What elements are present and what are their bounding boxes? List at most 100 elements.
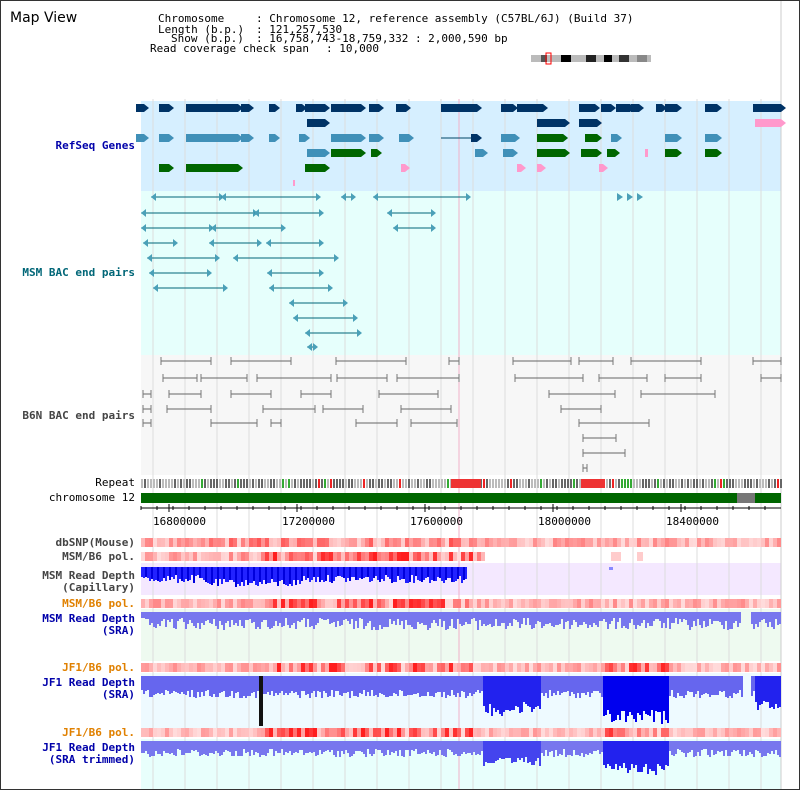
jf1-b6-pol-2-cell	[617, 728, 621, 737]
refseq-gene	[441, 104, 477, 112]
msm-capillary-depth	[433, 567, 435, 581]
jf1-trimmed-depth	[643, 741, 645, 767]
jf1-b6-pol-1-cell	[657, 663, 661, 672]
repeat-feature	[717, 479, 719, 488]
jf1-sra-depth	[359, 676, 361, 693]
jf1-sra-depth	[529, 676, 531, 707]
dbsnp-density	[469, 538, 473, 547]
refseq-track-bg	[141, 101, 781, 191]
msm-b6-pol-2-cell	[721, 599, 725, 608]
refseq-gene-arrow	[275, 134, 280, 142]
refseq-gene-arrow	[717, 134, 722, 142]
msm-sra-depth	[373, 612, 375, 627]
msm-b6-pol-2-cell	[653, 599, 657, 608]
repeat-feature	[345, 479, 347, 488]
msm-sra-depth	[725, 612, 727, 621]
jf1-sra-depth	[199, 676, 201, 697]
msm-sra-depth	[645, 612, 647, 628]
msm-sra-depth	[167, 612, 169, 620]
jf1-trimmed-depth	[539, 741, 541, 766]
jf1-sra-depth	[411, 676, 413, 695]
dbsnp-density	[733, 538, 737, 547]
repeat-feature	[687, 479, 689, 488]
jf1-b6-pol-1-cell	[609, 663, 613, 672]
msm-b6-pol-2-cell	[625, 599, 629, 608]
refseq-gene-arrow	[169, 164, 174, 172]
msm-sra-depth	[731, 612, 733, 629]
dbsnp-density	[217, 538, 221, 547]
msm-capillary-depth	[219, 567, 221, 579]
msm-capillary-depth	[341, 567, 343, 577]
jf1-sra-depth	[277, 676, 279, 695]
jf1-trimmed-depth	[201, 741, 203, 755]
jf1-sra-depth	[405, 676, 407, 696]
jf1-sra-depth	[227, 676, 229, 697]
dbsnp-density	[489, 538, 493, 547]
msm-sra-depth	[451, 612, 453, 619]
msm-b6-pol-2-cell	[209, 599, 213, 608]
jf1-sra-depth	[455, 676, 457, 697]
msm-b6-pol-1-cell	[237, 552, 241, 561]
msm-b6-pol-2-cell	[465, 599, 469, 608]
msm-capillary-depth	[383, 567, 385, 581]
jf1-b6-pol-2-cell	[353, 728, 357, 737]
msm-capillary-depth	[177, 567, 179, 583]
msm-b6-pol-1-cell	[241, 552, 245, 561]
msm-sra-depth	[721, 612, 723, 625]
jf1-sra-depth	[367, 676, 369, 692]
jf1-b6-pol-1-cell	[725, 663, 729, 672]
msm-sra-depth	[705, 612, 707, 627]
msm-sra-depth	[155, 612, 157, 628]
dbsnp-density	[473, 538, 477, 547]
jf1-sra-depth	[391, 676, 393, 696]
jf1-sra-depth	[481, 676, 483, 691]
msm-capillary-depth	[437, 567, 439, 577]
jf1-sra-depth	[587, 676, 589, 692]
jf1-b6-pol-2-cell	[349, 728, 353, 737]
msm-sra-depth	[619, 612, 621, 618]
msm-sra-depth	[617, 612, 619, 622]
msm-b6-pol-1-cell	[405, 552, 409, 561]
jf1-trimmed-depth	[287, 741, 289, 753]
dbsnp-density	[481, 538, 485, 547]
jf1-trimmed-depth	[365, 741, 367, 757]
jf1-b6-pol-1-cell	[265, 663, 269, 672]
jf1-b6-pol-2-cell	[257, 728, 261, 737]
msm-sra-depth	[723, 612, 725, 629]
msm-b6-pol-2-cell	[485, 599, 489, 608]
jf1-sra-depth	[439, 676, 441, 692]
msm-b6-pol-1-cell	[369, 552, 373, 561]
jf1-sra-depth	[573, 676, 575, 694]
jf1-b6-pol-1-cell	[497, 663, 501, 672]
jf1-sra-depth	[635, 676, 637, 722]
jf1-b6-pol-2-cell	[237, 728, 241, 737]
msm-b6-pol-1-cell	[373, 552, 377, 561]
jf1-b6-pol-2-cell	[221, 728, 225, 737]
jf1-b6-pol-2-cell	[269, 728, 273, 737]
dbsnp-density	[477, 538, 481, 547]
jf1-trimmed-depth	[629, 741, 631, 770]
msm-b6-pol-2-cell	[493, 599, 497, 608]
msm-capillary-depth	[247, 567, 249, 585]
jf1-sra-depth	[345, 676, 347, 693]
jf1-b6-pol-1-cell	[665, 663, 669, 672]
repeat-feature	[504, 479, 506, 488]
msm-sra-depth	[547, 612, 549, 624]
msm-bac-end	[141, 209, 146, 217]
msm-capillary-depth	[339, 567, 341, 576]
dbsnp-density	[589, 538, 593, 547]
dbsnp-density	[313, 538, 317, 547]
jf1-trimmed-depth	[633, 741, 635, 768]
jf1-trimmed-depth	[211, 741, 213, 753]
jf1-trimmed-depth	[611, 741, 613, 769]
msm-b6-pol-1-cell	[425, 552, 429, 561]
msm-capillary-depth	[305, 567, 307, 580]
msm-sra-depth	[335, 612, 337, 627]
jf1-sra-depth	[691, 676, 693, 692]
msm-sra-depth	[779, 612, 781, 624]
jf1-sra-depth	[565, 676, 567, 692]
jf1-trimmed-depth	[513, 741, 515, 762]
repeat-feature	[534, 479, 536, 488]
refseq-gene-arrow	[677, 134, 682, 142]
